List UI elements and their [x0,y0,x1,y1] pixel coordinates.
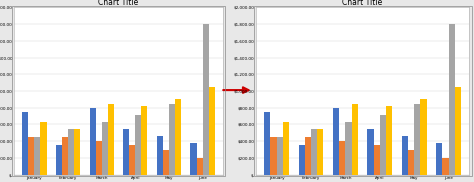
Bar [157,136,163,175]
Bar [414,104,420,175]
Bar [346,122,352,175]
Bar [90,108,96,175]
Bar [135,115,141,175]
Bar [420,99,427,175]
Title: Chart Title: Chart Title [343,0,383,7]
Bar [374,145,380,175]
Bar [339,141,346,175]
Bar [333,108,339,175]
Bar [108,104,114,175]
Bar [299,145,305,175]
Bar [436,143,442,175]
Bar [317,129,323,175]
Bar [40,122,46,175]
Bar [96,141,102,175]
Bar [129,145,135,175]
Bar [311,129,317,175]
Bar [264,112,270,175]
Bar [141,106,147,175]
Bar [35,137,40,175]
Bar [386,106,392,175]
Bar [102,122,108,175]
Bar [402,136,408,175]
Bar [169,104,175,175]
Title: Chart Title: Chart Title [99,0,138,7]
Bar [209,87,215,175]
Bar [28,137,35,175]
Bar [123,129,129,175]
Bar [163,150,169,175]
Bar [352,104,358,175]
Bar [408,150,414,175]
Bar [448,24,455,175]
Bar [442,158,448,175]
Bar [455,87,461,175]
Bar [62,137,68,175]
Bar [367,129,374,175]
Bar [191,143,197,175]
Bar [175,99,181,175]
Bar [202,24,209,175]
Bar [56,145,62,175]
Bar [74,129,80,175]
Bar [22,112,28,175]
Bar [68,129,74,175]
Bar [283,122,289,175]
Bar [277,137,283,175]
Bar [270,137,277,175]
Bar [305,137,311,175]
Bar [197,158,202,175]
Bar [380,115,386,175]
